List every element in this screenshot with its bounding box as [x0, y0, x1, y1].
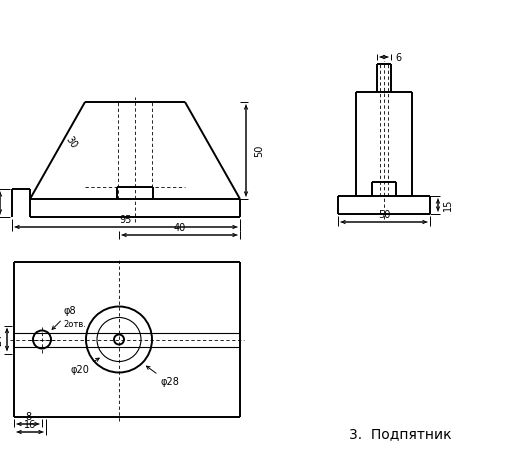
Text: 16: 16: [24, 420, 36, 430]
Text: φ20: φ20: [71, 365, 89, 375]
Text: φ28: φ28: [160, 377, 179, 387]
Text: 50: 50: [378, 210, 390, 220]
Text: 40: 40: [173, 223, 186, 233]
Text: 30: 30: [63, 135, 78, 151]
Text: 6: 6: [395, 53, 401, 63]
Text: 24: 24: [0, 333, 3, 346]
Text: 50: 50: [254, 144, 264, 157]
Text: 3.  Подпятник: 3. Подпятник: [349, 427, 452, 441]
Text: 2отв.: 2отв.: [63, 320, 86, 329]
Text: 95: 95: [120, 215, 132, 225]
Text: φ8: φ8: [63, 306, 76, 316]
Text: 15: 15: [443, 199, 453, 211]
Text: 8: 8: [25, 412, 31, 422]
